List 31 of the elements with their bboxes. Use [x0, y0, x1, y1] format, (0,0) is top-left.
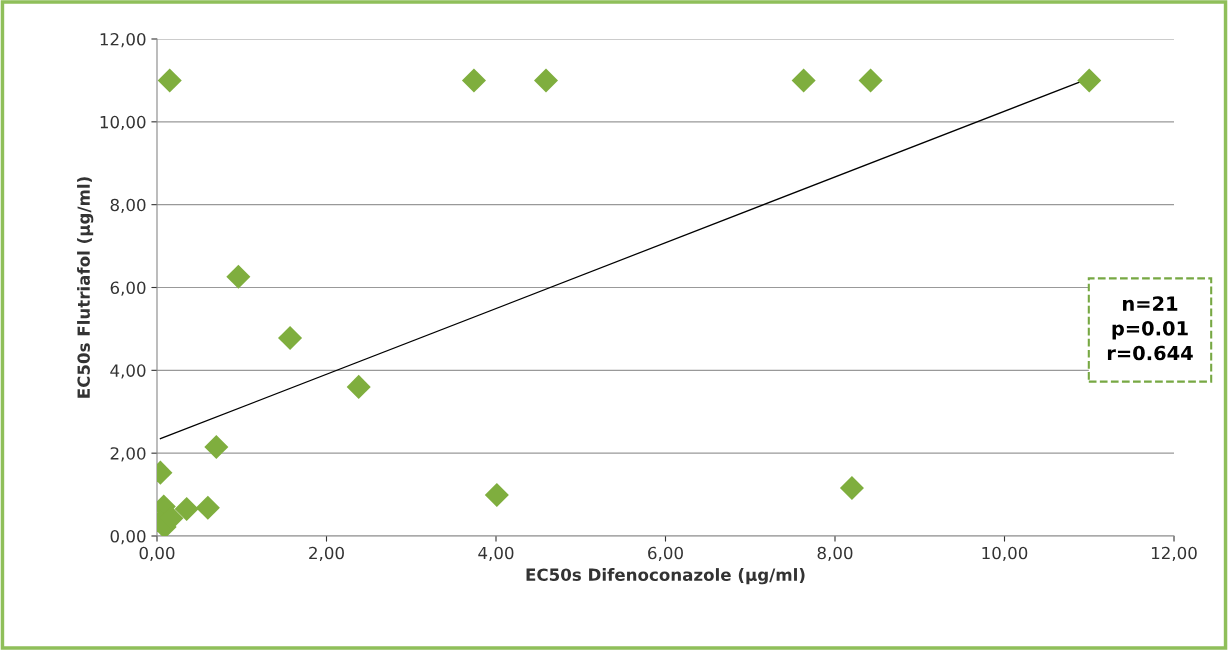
x-axis-title: EC50s Difenoconazole (µg/ml) [526, 568, 805, 585]
x-tick-label: 8,00 [817, 546, 853, 562]
x-tick-label: 2,00 [309, 546, 344, 562]
y-tick-label: 2,00 [110, 447, 146, 462]
point [174, 497, 199, 522]
point [858, 68, 883, 93]
y-tick-label: 10,00 [100, 115, 146, 131]
point [346, 374, 371, 399]
point [226, 264, 251, 289]
x-tick-label: 10,00 [982, 546, 1028, 562]
point [195, 495, 220, 520]
y-tick-label: 6,00 [110, 281, 146, 296]
point [461, 68, 486, 93]
point [204, 434, 229, 459]
point [791, 68, 816, 93]
y-tick-label: 4,00 [110, 364, 146, 379]
x-tick-label: 6,00 [648, 546, 683, 562]
y-tick-label: 0,00 [110, 529, 146, 545]
point [1077, 68, 1102, 93]
x-tick-label: 4,00 [478, 546, 514, 562]
point [839, 475, 864, 500]
point [484, 482, 509, 508]
x-tick-label: 12,00 [1151, 546, 1197, 562]
point [278, 326, 303, 351]
point [533, 68, 559, 93]
annotation: n=21 p=0.01 r=0.644 [1107, 296, 1193, 361]
x-tick-label: 0,00 [139, 546, 175, 562]
point [157, 68, 182, 93]
y-tick-label: 12,00 [100, 32, 146, 48]
y-tick-label: 8,00 [110, 198, 146, 213]
y-axis-title: EC50s Flutriafol (µg/ml) [77, 177, 94, 398]
